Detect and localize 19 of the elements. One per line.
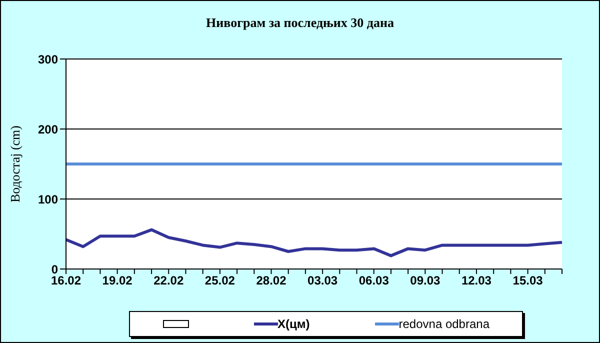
- x-tick-label: 03.03: [308, 274, 338, 288]
- y-tick-label: 200: [38, 122, 58, 136]
- y-axis-title: Водостај (cm): [8, 125, 23, 203]
- x-tick-label: 19.02: [102, 274, 133, 288]
- y-tick-label: 300: [38, 52, 58, 66]
- chart-title: Нивограм за последњих 30 дана: [205, 15, 395, 31]
- x-tick-label: 22.02: [154, 274, 184, 288]
- x-tick-label: 09.03: [410, 274, 441, 288]
- x-tick-label: 12.03: [461, 274, 492, 288]
- x-tick-label: 15.03: [512, 274, 544, 288]
- x-tick-label: 16.02: [50, 274, 82, 288]
- y-tick-label: 100: [38, 192, 58, 206]
- legend-label: redovna odbrana: [398, 317, 490, 331]
- y-tick-label: 0: [51, 262, 58, 276]
- legend-label: X(цм): [278, 317, 310, 331]
- x-tick-label: 28.02: [256, 274, 287, 288]
- x-tick-label: 25.02: [204, 274, 236, 288]
- x-tick-label: 06.03: [358, 274, 390, 288]
- line-series: [64, 228, 564, 258]
